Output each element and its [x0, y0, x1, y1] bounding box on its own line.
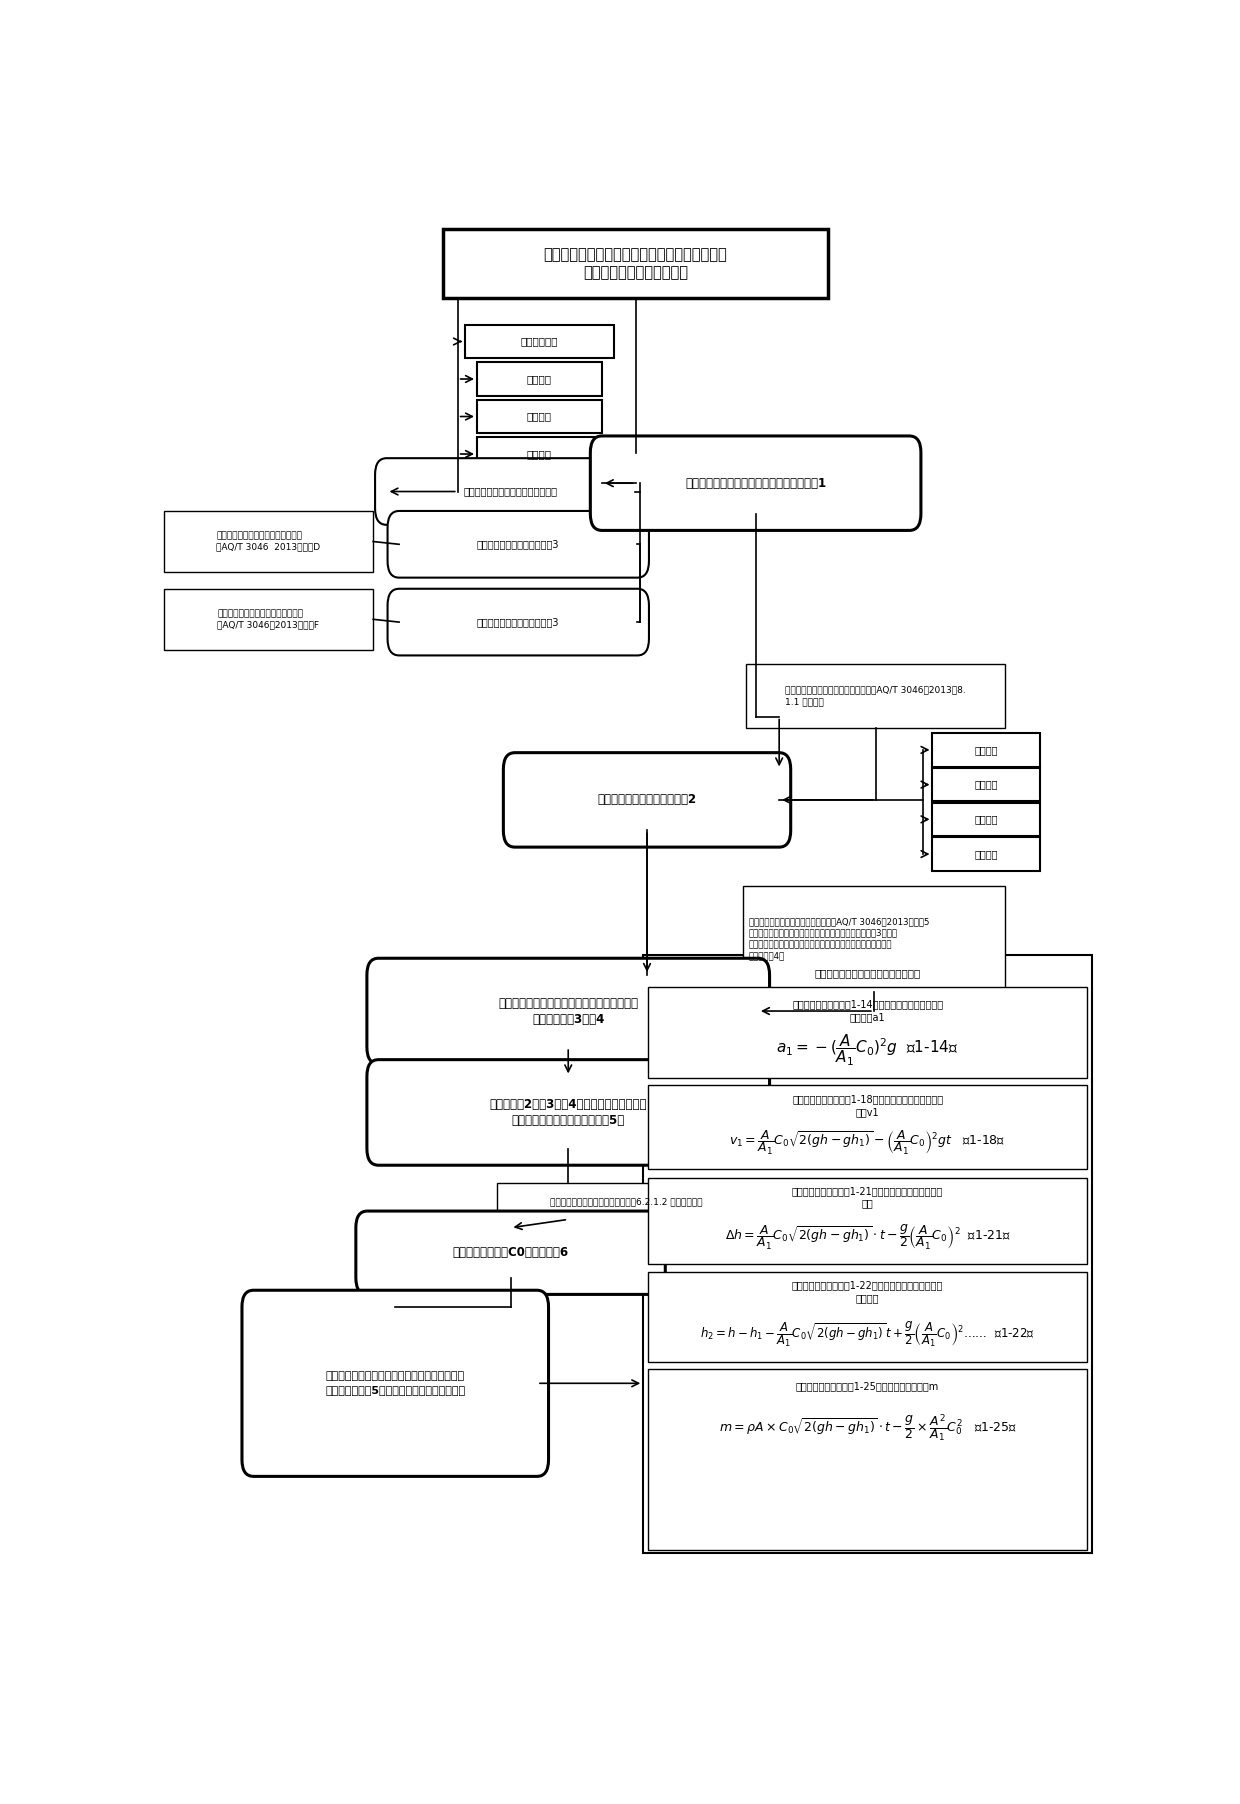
- Text: 三、依据计算模型式（1-18），计算储罐内液面下降的
速度v1: 三、依据计算模型式（1-18），计算储罐内液面下降的 速度v1: [792, 1093, 944, 1117]
- Text: $\Delta h=\dfrac{A}{A_1}C_0\sqrt{2(gh-gh_1)}\cdot t-\dfrac{g}{2}\left(\dfrac{A}{: $\Delta h=\dfrac{A}{A_1}C_0\sqrt{2(gh-gh…: [724, 1223, 1011, 1252]
- Text: 六、依据计算模型式（1-25），计算液体泄漏量m: 六、依据计算模型式（1-25），计算液体泄漏量m: [796, 1382, 939, 1391]
- Text: 依据《化工企业定量风险评价导则》
（AQ/T 3046－2013）附录F: 依据《化工企业定量风险评价导则》 （AQ/T 3046－2013）附录F: [217, 610, 320, 630]
- FancyBboxPatch shape: [932, 803, 1040, 835]
- Text: 储罐高度: 储罐高度: [527, 449, 552, 458]
- FancyBboxPatch shape: [356, 1210, 666, 1295]
- FancyBboxPatch shape: [477, 363, 601, 395]
- FancyBboxPatch shape: [590, 437, 921, 530]
- Text: 未发生增调前，储罐内原有液体高度: 未发生增调前，储罐内原有液体高度: [464, 487, 558, 496]
- Text: 一种基于常压立式储罐本体连续实时泄漏量的计
算模型实例计算分析流程图: 一种基于常压立式储罐本体连续实时泄漏量的计 算模型实例计算分析流程图: [543, 247, 728, 280]
- FancyBboxPatch shape: [367, 1059, 770, 1165]
- FancyBboxPatch shape: [367, 958, 770, 1064]
- Text: $m=\rho A\times C_0\sqrt{2(gh-gh_1)}\cdot t-\dfrac{g}{2}\times\dfrac{A^2}{A_1}C_: $m=\rho A\times C_0\sqrt{2(gh-gh_1)}\cdo…: [719, 1413, 1017, 1443]
- Text: 中孔泄漏: 中孔泄漏: [975, 779, 998, 790]
- Text: 二、依据计算模型式（1-14），计算储罐内液面下降速
度变化率a1: 二、依据计算模型式（1-14），计算储罐内液面下降速 度变化率a1: [792, 999, 944, 1023]
- Text: 储罐体积: 储罐体积: [527, 373, 552, 384]
- Text: 依据《化工企业定量风险评价导则》
（AQ/T 3046  2013）附录D: 依据《化工企业定量风险评价导则》 （AQ/T 3046 2013）附录D: [216, 532, 320, 552]
- Text: 一、计算确定泄漏孔面积、储罐底面积: 一、计算确定泄漏孔面积、储罐底面积: [815, 969, 921, 978]
- Text: $a_1 = -(\dfrac{A}{A_1}C_0)^2g$  （1-14）: $a_1 = -(\dfrac{A}{A_1}C_0)^2g$ （1-14）: [776, 1032, 959, 1068]
- Text: 完全破裂: 完全破裂: [975, 850, 998, 859]
- FancyBboxPatch shape: [388, 588, 649, 655]
- Text: 储罐内径: 储罐内径: [527, 411, 552, 422]
- FancyBboxPatch shape: [164, 588, 373, 649]
- Text: 由一种基于常压立式储罐本体连续实时泄漏量的
计算模型计算表5不同泄漏场景下的液体泄漏量: 由一种基于常压立式储罐本体连续实时泄漏量的 计算模型计算表5不同泄漏场景下的液体…: [325, 1371, 465, 1394]
- FancyBboxPatch shape: [649, 1178, 1087, 1265]
- FancyBboxPatch shape: [444, 229, 828, 298]
- FancyBboxPatch shape: [746, 664, 1006, 727]
- FancyBboxPatch shape: [932, 769, 1040, 801]
- FancyBboxPatch shape: [388, 511, 649, 577]
- FancyBboxPatch shape: [932, 732, 1040, 767]
- FancyBboxPatch shape: [649, 1272, 1087, 1362]
- Text: 依据《化工企业定量风险评价导则》（AQ/T 3046－2013）附录5
号；评价连续性能调引发泄漏和隔离系统分级情景，见表3；通过
对探测和隔离系统的分级，结合: 依据《化工企业定量风险评价导则》（AQ/T 3046－2013）附录5 号；评价…: [749, 916, 930, 960]
- Text: 大孔泄漏: 大孔泄漏: [975, 814, 998, 824]
- Text: 确定液体泄漏系数C0，具体见表6: 确定液体泄漏系数C0，具体见表6: [453, 1247, 569, 1259]
- FancyBboxPatch shape: [374, 458, 646, 525]
- FancyBboxPatch shape: [932, 837, 1040, 871]
- Text: 建区探测系统等级，具体见表3: 建区探测系统等级，具体见表3: [477, 539, 559, 548]
- Text: 储罐储存物料: 储罐储存物料: [521, 337, 558, 346]
- FancyBboxPatch shape: [477, 437, 601, 471]
- Text: 五、依据计算模型式（1-22），计算储罐内泄漏孔上方
液体高度: 五、依据计算模型式（1-22），计算储罐内泄漏孔上方 液体高度: [792, 1281, 944, 1302]
- FancyBboxPatch shape: [164, 511, 373, 572]
- FancyBboxPatch shape: [649, 987, 1087, 1077]
- Text: 确定常压立式储罐相关参数信息，具体见表1: 确定常压立式储罐相关参数信息，具体见表1: [684, 476, 826, 489]
- FancyBboxPatch shape: [743, 886, 1004, 992]
- Text: 小孔泄漏: 小孔泄漏: [975, 745, 998, 754]
- FancyBboxPatch shape: [477, 400, 601, 433]
- Text: 确定储罐泄漏场景，具体见表2: 确定储罐泄漏场景，具体见表2: [598, 794, 697, 806]
- Text: $h_2=h-h_1-\dfrac{A}{A_1}C_0\sqrt{2(gh-gh_1)}\,t+\dfrac{g}{2}\left(\dfrac{A}{A_1: $h_2=h-h_1-\dfrac{A}{A_1}C_0\sqrt{2(gh-g…: [701, 1321, 1035, 1349]
- FancyBboxPatch shape: [242, 1290, 548, 1476]
- FancyBboxPatch shape: [649, 1084, 1087, 1169]
- FancyBboxPatch shape: [497, 1183, 755, 1220]
- Text: 结合罐区探测、隔离系统等级确定储罐泄漏时
间，具体见表3、表4: 结合罐区探测、隔离系统等级确定储罐泄漏时 间，具体见表3、表4: [498, 996, 639, 1025]
- FancyBboxPatch shape: [465, 325, 614, 359]
- Text: 依据上述表2、表3、表4内容确定实例分析中常
压立式储罐泄漏场景，具体见表5。: 依据上述表2、表3、表4内容确定实例分析中常 压立式储罐泄漏场景，具体见表5。: [490, 1099, 647, 1128]
- FancyBboxPatch shape: [649, 1369, 1087, 1550]
- FancyBboxPatch shape: [503, 752, 791, 848]
- Text: 建区隔离系统等级，具体见表3: 建区隔离系统等级，具体见表3: [477, 617, 559, 628]
- Text: $v_1=\dfrac{A}{A_1}C_0\sqrt{2(gh-gh_1)}-\left(\dfrac{A}{A_1}C_0\right)^2gt$   （1: $v_1=\dfrac{A}{A_1}C_0\sqrt{2(gh-gh_1)}-…: [729, 1129, 1006, 1156]
- Text: 依据《化工企业定量风险评价导则》（AQ/T 3046－2013）8.
1.1 泄漏场景: 依据《化工企业定量风险评价导则》（AQ/T 3046－2013）8. 1.1 泄…: [785, 686, 966, 705]
- Text: 四、依据计算模型式（1-21），计算储罐内液面下降的
高度: 四、依据计算模型式（1-21），计算储罐内液面下降的 高度: [792, 1185, 944, 1209]
- Text: 依据《事故调查与分析技术第二版》6.2.1.2 连漏量的计算: 依据《事故调查与分析技术第二版》6.2.1.2 连漏量的计算: [549, 1196, 702, 1205]
